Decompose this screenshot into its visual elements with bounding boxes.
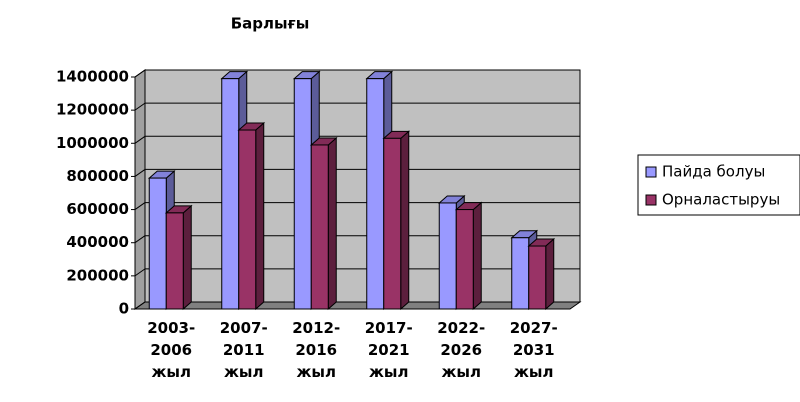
grid-line (134, 135, 146, 144)
grid-line (134, 268, 146, 277)
bar-side (545, 237, 555, 311)
x-tick-label-box: 2027-2031 жыл (509, 319, 558, 381)
bar-side (255, 121, 265, 311)
side-wall (134, 69, 146, 310)
x-tick-label: 2017-2021 жыл (364, 319, 413, 381)
y-tick-label: 1200000 (56, 101, 129, 119)
y-tick-label: 0 (119, 300, 129, 318)
bar-side (472, 201, 482, 311)
y-tick-label: 1000000 (56, 134, 129, 152)
bar (221, 78, 240, 310)
legend-box (637, 154, 800, 216)
grid-line (134, 102, 146, 111)
grid-line (134, 69, 146, 78)
bar-side (400, 130, 410, 311)
legend-label: Орналастыруы (662, 191, 780, 209)
grid-line (134, 235, 146, 244)
bar (528, 245, 547, 310)
y-tick-label: 800000 (66, 167, 129, 185)
y-tick-label: 600000 (66, 200, 129, 218)
bar (310, 144, 329, 310)
bar-side (327, 136, 337, 311)
bar (438, 202, 457, 310)
bar (165, 212, 184, 310)
x-tick-label-box: 2003-2006 жыл (147, 319, 196, 381)
chart-title: Барлығы (231, 15, 310, 33)
x-tick-label: 2007-2011 жыл (219, 319, 268, 381)
grid-line (134, 169, 146, 177)
x-tick-label: 2022-2026 жыл (437, 319, 486, 381)
bar (148, 177, 167, 310)
y-tick-label: 200000 (66, 266, 129, 284)
x-tick-label-box: 2007-2011 жыл (219, 319, 268, 381)
bar-side (182, 204, 192, 311)
legend-swatch (645, 194, 657, 206)
x-tick-label-box: 2012-2016 жыл (292, 319, 341, 381)
x-tick-label-box: 2017-2021 жыл (364, 319, 413, 381)
bar (366, 78, 385, 310)
bar (238, 129, 257, 310)
y-tick-label: 400000 (66, 233, 129, 251)
x-tick-label: 2012-2016 жыл (292, 319, 341, 381)
x-tick-label: 2027-2031 жыл (509, 319, 558, 381)
bar (511, 237, 530, 310)
bar (293, 78, 312, 310)
bar (383, 137, 402, 310)
legend-swatch (645, 166, 657, 178)
grid-line (134, 202, 146, 210)
grid-line (134, 301, 146, 310)
y-tick-label: 1400000 (56, 68, 129, 86)
legend-label: Пайда болуы (662, 163, 765, 181)
x-tick-label-box: 2022-2026 жыл (437, 319, 486, 381)
x-tick-label: 2003-2006 жыл (147, 319, 196, 381)
bar (455, 209, 474, 310)
